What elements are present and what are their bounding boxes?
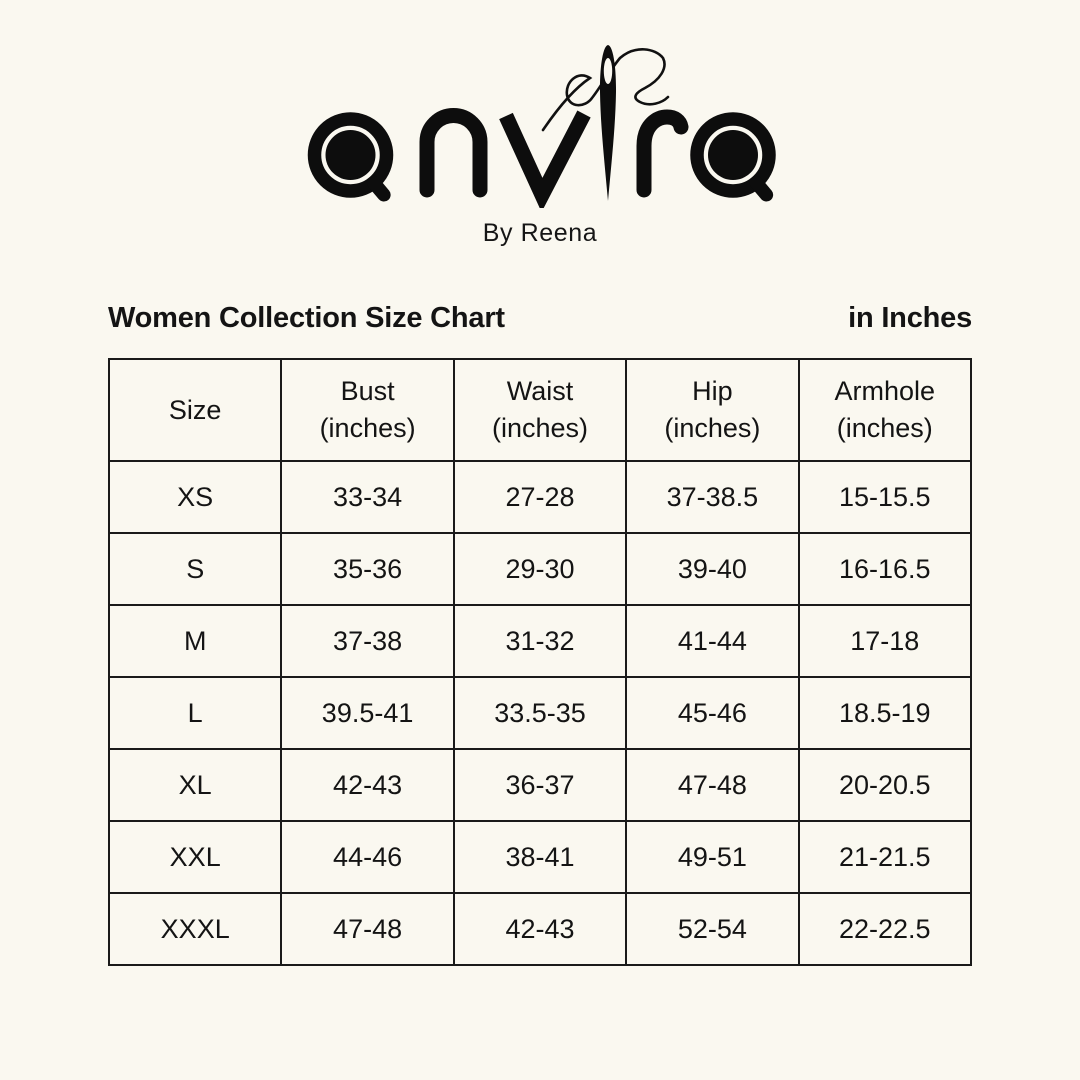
cell-armhole: 21-21.5 [797, 820, 973, 894]
cell-waist: 27-28 [452, 460, 628, 534]
needle-body [599, 45, 617, 201]
cell-size: S [107, 532, 283, 606]
cell-hip: 47-48 [625, 748, 800, 822]
cell-size: XS [107, 460, 283, 534]
cell-armhole: 17-18 [797, 604, 973, 678]
cell-bust: 42-43 [280, 748, 455, 822]
cell-bust: 37-38 [280, 604, 455, 678]
cell-armhole: 18.5-19 [797, 676, 973, 750]
column-header-bust: Bust (inches) [280, 358, 455, 462]
cell-armhole: 15-15.5 [797, 460, 973, 534]
cell-size: XXXL [107, 892, 283, 966]
thread-curve [541, 48, 670, 132]
column-header-sub: (inches) [836, 413, 933, 443]
page-title: Women Collection Size Chart [108, 302, 505, 334]
column-header-waist: Waist (inches) [452, 358, 628, 462]
table-row-s: S 35-36 29-30 39-40 16-16.5 [107, 532, 973, 606]
cell-hip: 41-44 [625, 604, 800, 678]
unit-label: in Inches [848, 302, 972, 334]
cell-waist: 33.5-35 [452, 676, 628, 750]
cell-armhole: 16-16.5 [797, 532, 973, 606]
cell-bust: 35-36 [280, 532, 455, 606]
cell-waist: 42-43 [452, 892, 628, 966]
cell-bust: 33-34 [280, 460, 455, 534]
cell-waist: 36-37 [452, 748, 628, 822]
table-row-m: M 37-38 31-32 41-44 17-18 [107, 604, 973, 678]
cell-armhole: 20-20.5 [797, 748, 973, 822]
column-header-size: Size [107, 358, 283, 462]
column-header-sub: (inches) [491, 413, 588, 443]
title-row: Women Collection Size Chart in Inches [108, 300, 972, 336]
letter-a-last [690, 112, 776, 202]
column-header-armhole: Armhole (inches) [797, 358, 973, 462]
column-header-sub: (inches) [664, 413, 761, 443]
size-chart-table: Size Bust (inches) Waist (inches) Hip (inch… [107, 358, 973, 966]
cell-waist: 29-30 [452, 532, 628, 606]
needle-and-thread-icon [541, 45, 670, 201]
letter-n [419, 108, 488, 198]
column-header-label: Bust [340, 376, 395, 406]
brand-logo: By Reena [0, 0, 1080, 248]
letter-r [636, 109, 689, 198]
table-row-l: L 39.5-41 33.5-35 45-46 18.5-19 [107, 676, 973, 750]
cell-hip: 39-40 [625, 532, 800, 606]
letter-v [499, 110, 591, 208]
cell-hip: 52-54 [625, 892, 800, 966]
column-header-label: Armhole [834, 376, 936, 406]
table-row-xl: XL 42-43 36-37 47-48 20-20.5 [107, 748, 973, 822]
column-header-label: Size [168, 394, 222, 425]
cell-hip: 45-46 [625, 676, 800, 750]
needle-eye [603, 58, 613, 84]
cell-waist: 38-41 [452, 820, 628, 894]
cell-size: XXL [107, 820, 283, 894]
table-row-xxxl: XXXL 47-48 42-43 52-54 22-22.5 [107, 892, 973, 966]
cell-size: XL [107, 748, 283, 822]
cell-size: M [107, 604, 283, 678]
brand-wordmark [307, 45, 776, 208]
cell-bust: 44-46 [280, 820, 455, 894]
column-header-sub: (inches) [319, 413, 416, 443]
table-row-xxl: XXL 44-46 38-41 49-51 21-21.5 [107, 820, 973, 894]
wordmark-letters [307, 108, 776, 208]
cell-waist: 31-32 [452, 604, 628, 678]
letter-a-first [307, 112, 394, 202]
brand-tagline: By Reena [482, 219, 598, 247]
column-header-hip: Hip (inches) [625, 358, 800, 462]
cell-armhole: 22-22.5 [797, 892, 973, 966]
header-row: Size Bust (inches) Waist (inches) Hip (inch… [107, 358, 973, 462]
cell-bust: 39.5-41 [280, 676, 455, 750]
cell-hip: 37-38.5 [625, 460, 800, 534]
cell-bust: 47-48 [280, 892, 455, 966]
column-header-label: Waist [506, 376, 574, 406]
cell-size: L [107, 676, 283, 750]
column-header-label: Hip [692, 376, 733, 406]
table-row-xs: XS 33-34 27-28 37-38.5 15-15.5 [107, 460, 973, 534]
cell-hip: 49-51 [625, 820, 800, 894]
